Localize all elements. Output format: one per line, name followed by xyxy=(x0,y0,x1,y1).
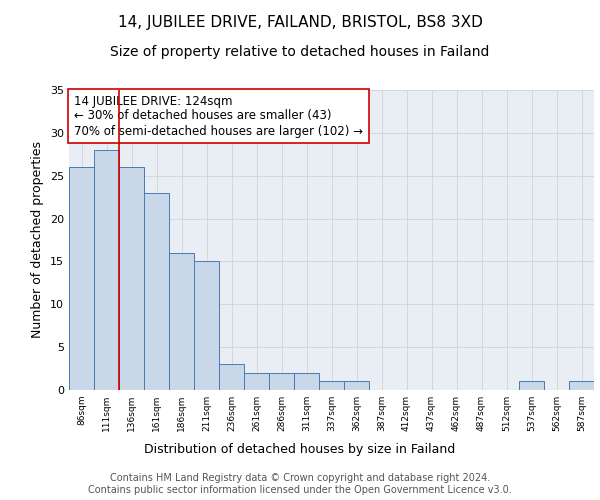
Text: Size of property relative to detached houses in Failand: Size of property relative to detached ho… xyxy=(110,45,490,59)
Bar xyxy=(219,364,244,390)
Bar xyxy=(69,167,94,390)
Bar xyxy=(519,382,544,390)
Text: 14 JUBILEE DRIVE: 124sqm
← 30% of detached houses are smaller (43)
70% of semi-d: 14 JUBILEE DRIVE: 124sqm ← 30% of detach… xyxy=(74,94,363,138)
Bar xyxy=(319,382,344,390)
Bar xyxy=(294,373,319,390)
Y-axis label: Number of detached properties: Number of detached properties xyxy=(31,142,44,338)
Bar xyxy=(344,382,369,390)
Text: Contains HM Land Registry data © Crown copyright and database right 2024.
Contai: Contains HM Land Registry data © Crown c… xyxy=(88,474,512,495)
Bar xyxy=(569,382,594,390)
Bar xyxy=(119,167,144,390)
Bar xyxy=(94,150,119,390)
Bar xyxy=(244,373,269,390)
Bar xyxy=(144,193,169,390)
Text: 14, JUBILEE DRIVE, FAILAND, BRISTOL, BS8 3XD: 14, JUBILEE DRIVE, FAILAND, BRISTOL, BS8… xyxy=(118,15,482,30)
Bar xyxy=(169,253,194,390)
Text: Distribution of detached houses by size in Failand: Distribution of detached houses by size … xyxy=(145,442,455,456)
Bar xyxy=(269,373,294,390)
Bar xyxy=(194,262,219,390)
